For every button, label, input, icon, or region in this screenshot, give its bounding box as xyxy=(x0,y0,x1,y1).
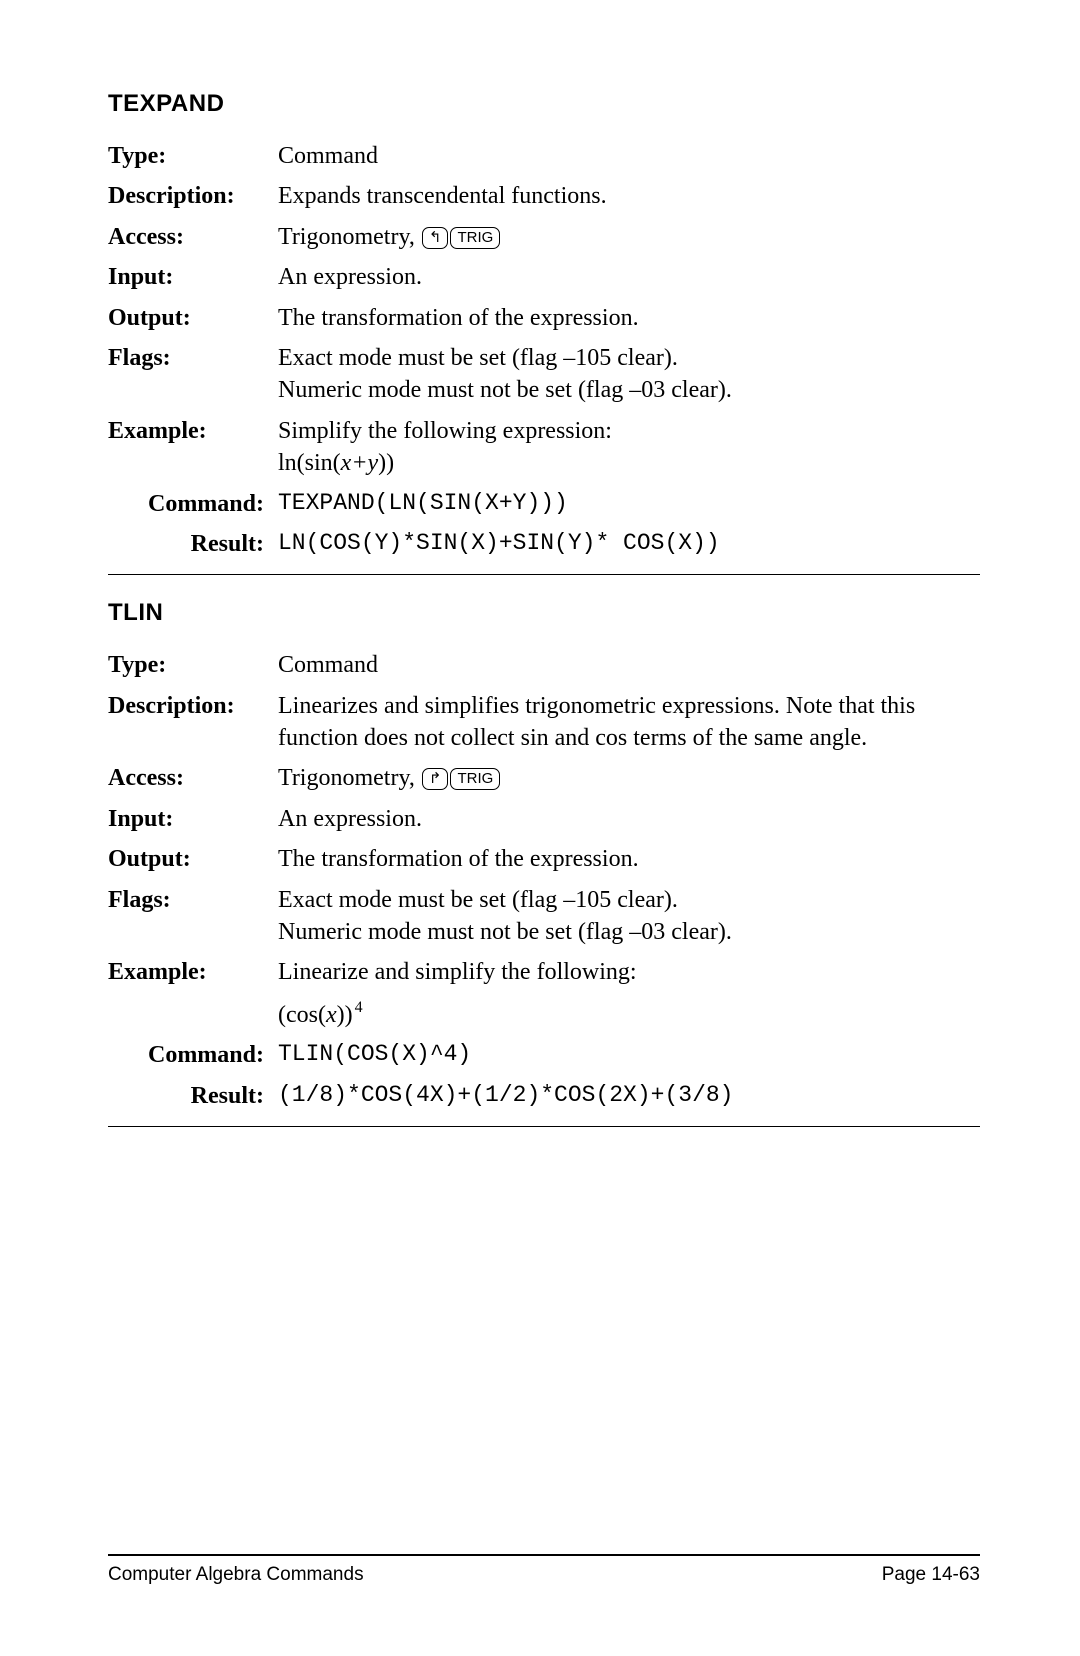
label-result: Result: xyxy=(108,528,278,560)
section-texpand: TEXPAND Type: Command Description: Expan… xyxy=(108,90,980,575)
value-example: Linearize and simplify the following: (c… xyxy=(278,956,980,1031)
row-command: Command: TLIN(COS(X)^4) xyxy=(108,1039,980,1071)
example-expr-superscript: 4 xyxy=(355,999,363,1016)
row-access: Access: Trigonometry, ↰TRIG xyxy=(108,221,980,253)
label-description: Description: xyxy=(108,690,278,722)
value-output: The transformation of the expression. xyxy=(278,843,980,875)
section-title: TLIN xyxy=(108,599,980,627)
row-example: Example: Simplify the following expressi… xyxy=(108,415,980,480)
value-input: An expression. xyxy=(278,261,980,293)
value-example: Simplify the following expression: ln(si… xyxy=(278,415,980,480)
shift-key-icon: ↱ xyxy=(422,768,449,790)
flags-line1: Exact mode must be set (flag –105 clear)… xyxy=(278,887,678,913)
row-flags: Flags: Exact mode must be set (flag –105… xyxy=(108,884,980,949)
value-type: Command xyxy=(278,649,980,681)
row-example: Example: Linearize and simplify the foll… xyxy=(108,956,980,1031)
example-expr: ln(sin(x+y)) xyxy=(278,450,394,476)
value-input: An expression. xyxy=(278,803,980,835)
row-output: Output: The transformation of the expres… xyxy=(108,843,980,875)
access-prefix: Trigonometry, xyxy=(278,765,421,791)
trig-key-icon: TRIG xyxy=(450,768,500,790)
label-example: Example: xyxy=(108,415,278,447)
label-input: Input: xyxy=(108,803,278,835)
footer-rule xyxy=(108,1554,980,1556)
row-flags: Flags: Exact mode must be set (flag –105… xyxy=(108,342,980,407)
example-expr: (cos(x))4 xyxy=(278,1002,363,1028)
row-command: Command: TEXPAND(LN(SIN(X+Y))) xyxy=(108,488,980,520)
section-title: TEXPAND xyxy=(108,90,980,118)
label-access: Access: xyxy=(108,762,278,794)
row-result: Result: (1/8)*COS(4X)+(1/2)*COS(2X)+(3/8… xyxy=(108,1080,980,1112)
label-flags: Flags: xyxy=(108,342,278,374)
value-command: TLIN(COS(X)^4) xyxy=(278,1039,980,1070)
footer-line: Computer Algebra Commands Page 14-63 xyxy=(108,1564,980,1586)
shift-key-icon: ↰ xyxy=(422,227,449,249)
label-type: Type: xyxy=(108,140,278,172)
row-description: Description: Expands transcendental func… xyxy=(108,180,980,212)
row-access: Access: Trigonometry, ↱TRIG xyxy=(108,762,980,794)
access-prefix: Trigonometry, xyxy=(278,224,421,250)
value-command: TEXPAND(LN(SIN(X+Y))) xyxy=(278,488,980,519)
value-flags: Exact mode must be set (flag –105 clear)… xyxy=(278,884,980,949)
value-output: The transformation of the expression. xyxy=(278,302,980,334)
footer-right: Page 14-63 xyxy=(882,1564,980,1586)
label-description: Description: xyxy=(108,180,278,212)
section-divider xyxy=(108,574,980,575)
value-result: (1/8)*COS(4X)+(1/2)*COS(2X)+(3/8) xyxy=(278,1080,980,1111)
label-command: Command: xyxy=(108,1039,278,1071)
flags-line2: Numeric mode must not be set (flag –03 c… xyxy=(278,377,732,403)
label-type: Type: xyxy=(108,649,278,681)
value-type: Command xyxy=(278,140,980,172)
footer-left: Computer Algebra Commands xyxy=(108,1564,364,1586)
row-type: Type: Command xyxy=(108,649,980,681)
row-result: Result: LN(COS(Y)*SIN(X)+SIN(Y)* COS(X)) xyxy=(108,528,980,560)
label-output: Output: xyxy=(108,843,278,875)
row-output: Output: The transformation of the expres… xyxy=(108,302,980,334)
label-flags: Flags: xyxy=(108,884,278,916)
label-input: Input: xyxy=(108,261,278,293)
value-description: Linearizes and simplifies trigonometric … xyxy=(278,690,980,755)
row-description: Description: Linearizes and simplifies t… xyxy=(108,690,980,755)
trig-key-icon: TRIG xyxy=(450,227,500,249)
row-input: Input: An expression. xyxy=(108,803,980,835)
flags-line1: Exact mode must be set (flag –105 clear)… xyxy=(278,345,678,371)
value-access: Trigonometry, ↱TRIG xyxy=(278,762,980,794)
example-intro: Simplify the following expression: xyxy=(278,418,612,444)
value-description: Expands transcendental functions. xyxy=(278,180,980,212)
row-input: Input: An expression. xyxy=(108,261,980,293)
value-flags: Exact mode must be set (flag –105 clear)… xyxy=(278,342,980,407)
value-access: Trigonometry, ↰TRIG xyxy=(278,221,980,253)
label-command: Command: xyxy=(108,488,278,520)
value-result: LN(COS(Y)*SIN(X)+SIN(Y)* COS(X)) xyxy=(278,528,980,559)
label-output: Output: xyxy=(108,302,278,334)
example-intro: Linearize and simplify the following: xyxy=(278,959,637,985)
flags-line2: Numeric mode must not be set (flag –03 c… xyxy=(278,919,732,945)
label-result: Result: xyxy=(108,1080,278,1112)
row-type: Type: Command xyxy=(108,140,980,172)
label-example: Example: xyxy=(108,956,278,988)
section-divider xyxy=(108,1126,980,1127)
label-access: Access: xyxy=(108,221,278,253)
section-tlin: TLIN Type: Command Description: Lineariz… xyxy=(108,599,980,1127)
page-footer: Computer Algebra Commands Page 14-63 xyxy=(108,1554,980,1586)
